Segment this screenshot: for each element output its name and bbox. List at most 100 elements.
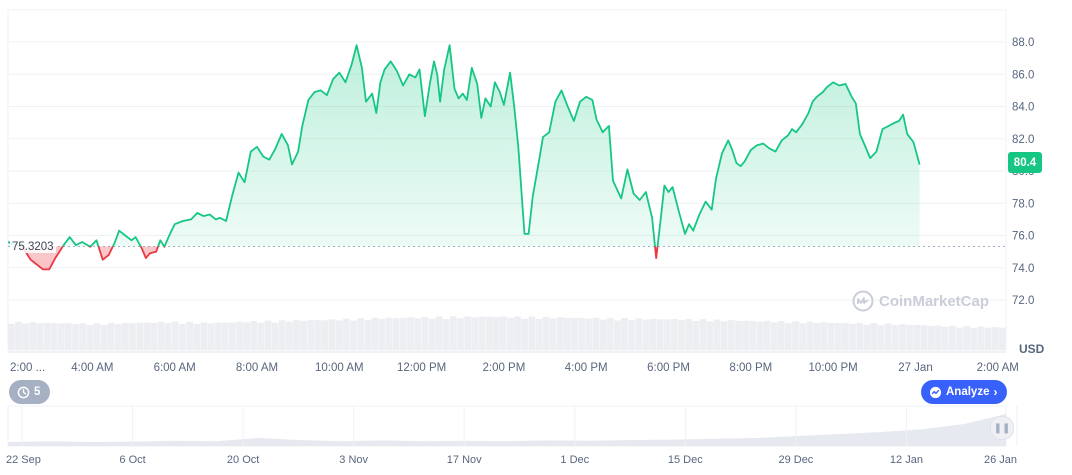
volume-bar xyxy=(735,320,742,350)
volume-bar xyxy=(592,317,600,350)
volume-bar xyxy=(507,317,514,350)
x-tick-label: 12:00 PM xyxy=(397,362,446,374)
volume-bar xyxy=(457,318,464,350)
volume-bar xyxy=(278,320,286,350)
volume-bar xyxy=(556,317,564,350)
volume-bar xyxy=(143,322,151,350)
volume-bar xyxy=(122,322,129,350)
volume-bar xyxy=(464,316,471,350)
volume-bar xyxy=(934,325,942,350)
analyze-button[interactable]: Analyze › xyxy=(921,380,1008,404)
volume-bar xyxy=(521,318,528,350)
volume-bar xyxy=(649,318,657,350)
volume-bar xyxy=(435,316,443,350)
price-line-up[interactable] xyxy=(8,44,921,269)
volume-bar xyxy=(606,317,614,350)
volume-bar xyxy=(214,322,222,350)
volume-bar xyxy=(22,323,29,350)
volume-bar xyxy=(414,318,422,350)
volume-bar xyxy=(257,322,265,350)
volume-bar xyxy=(984,327,992,350)
volume-bar xyxy=(421,316,429,350)
volume-bar xyxy=(713,319,721,350)
navigator-handle[interactable]: ❚❚ xyxy=(990,416,1014,440)
volume-bar xyxy=(706,321,714,350)
x-tick-label: 4:00 AM xyxy=(71,362,113,374)
volume-bar xyxy=(228,322,236,350)
volume-bar xyxy=(621,318,628,350)
volume-bar xyxy=(407,317,414,350)
volume-bar xyxy=(613,320,621,350)
volume-bar xyxy=(114,324,122,350)
volume-bar xyxy=(749,320,757,350)
volume-bar xyxy=(86,325,94,350)
volume-bar xyxy=(221,322,229,350)
volume-bar xyxy=(763,320,771,350)
current-price-tag: 80.4 xyxy=(1008,152,1042,173)
volume-bar xyxy=(50,323,58,350)
analyze-label: Analyze xyxy=(946,386,990,398)
y-tick-label: 84.0 xyxy=(1012,102,1034,114)
grip-icon: ❚❚ xyxy=(993,422,1011,434)
volume-bar xyxy=(856,322,864,350)
volume-bar xyxy=(193,323,201,350)
volume-bar xyxy=(328,319,336,350)
navigator-date-label: 6 Oct xyxy=(119,454,145,466)
volume-bar xyxy=(335,320,343,350)
volume-bar xyxy=(699,319,707,350)
reference-price-label: 75.3203 xyxy=(10,241,56,253)
volume-bar xyxy=(727,320,735,350)
volume-bar xyxy=(314,320,322,350)
volume-bar xyxy=(564,317,571,350)
volume-bar xyxy=(207,323,215,350)
volume-bar xyxy=(863,324,871,350)
volume-bar xyxy=(998,327,1006,350)
volume-bar xyxy=(670,318,678,350)
x-tick-label: 2:00 AM xyxy=(977,362,1019,374)
volume-bar xyxy=(920,325,928,350)
volume-bar xyxy=(250,321,258,350)
volume-bar xyxy=(813,323,821,350)
volume-bar xyxy=(827,322,835,350)
volume-bar xyxy=(8,323,15,350)
volume-bar xyxy=(685,318,692,350)
volume-bar xyxy=(107,322,115,350)
volume-bar xyxy=(777,320,785,350)
y-tick-label: 88.0 xyxy=(1012,37,1034,49)
volume-bar xyxy=(492,317,500,350)
navigator-date-label: 26 Jan xyxy=(984,454,1017,466)
volume-bar xyxy=(948,325,956,350)
volume-bar xyxy=(57,323,65,350)
x-tick-label: 6:00 AM xyxy=(154,362,196,374)
volume-bar xyxy=(378,318,386,350)
volume-bar xyxy=(742,320,749,350)
navigator-date-label: 20 Oct xyxy=(227,454,259,466)
volume-bar xyxy=(599,319,607,350)
x-tick-label: 27 Jan xyxy=(898,362,933,374)
volume-bar xyxy=(79,323,87,350)
volume-bar xyxy=(663,319,671,350)
volume-bar xyxy=(129,323,136,350)
volume-bar xyxy=(200,322,208,350)
volume-bar xyxy=(343,318,350,350)
volume-bar xyxy=(956,327,963,350)
x-tick-label: 6:00 PM xyxy=(647,362,690,374)
navigator-date-label: 3 Nov xyxy=(339,454,368,466)
volume-bar xyxy=(678,320,685,350)
volume-bar xyxy=(535,318,543,350)
volume-bar xyxy=(499,316,507,350)
volume-bar xyxy=(236,321,243,350)
volume-bar xyxy=(977,326,985,350)
x-tick-label: 2:00 ... xyxy=(10,362,45,374)
y-tick-label: 78.0 xyxy=(1012,198,1034,210)
volume-bar xyxy=(357,318,365,350)
volume-bar xyxy=(186,321,193,350)
x-tick-label: 8:00 AM xyxy=(236,362,278,374)
volume-bar xyxy=(785,323,792,350)
events-toggle-button[interactable]: 5 xyxy=(9,380,51,404)
x-tick-label: 10:00 AM xyxy=(315,362,364,374)
volume-bar xyxy=(307,320,315,350)
coinmarketcap-watermark: CoinMarketCap xyxy=(852,290,989,312)
